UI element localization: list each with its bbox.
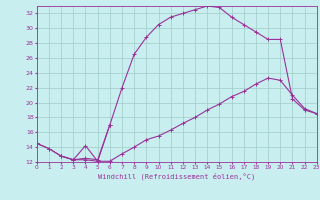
X-axis label: Windchill (Refroidissement éolien,°C): Windchill (Refroidissement éolien,°C) [98,172,255,180]
